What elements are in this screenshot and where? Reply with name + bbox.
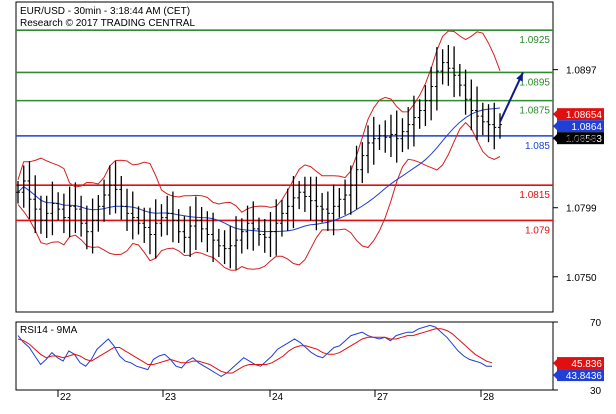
price-tag-label: 1.08654 [566,110,603,121]
rsi-lines [17,324,493,377]
price-tag-box [557,120,604,133]
lower-band [17,121,501,271]
rsi-tag-label: 45.836 [571,359,602,370]
price-tag-label: 1.0864 [571,122,602,133]
x-tick-label: 24 [272,392,284,403]
level-label: 1.0875 [519,106,550,117]
price-tag-label: 1.08583 [566,134,603,145]
y-tick-label: 1.0848 [566,135,597,146]
x-tick-label: 27 [377,392,389,403]
price-tag-pointer [553,110,557,119]
price-tag-box [557,108,604,121]
level-label: 1.0815 [519,190,550,201]
rsi-line [17,328,493,374]
level-label: 1.0925 [519,35,550,46]
rsi-tick-label: 30 [590,386,602,397]
y-tick-label: 1.0750 [566,273,597,284]
level-label: 1.0895 [519,77,550,88]
chart-title: EUR/USD - 30min - 3:18:44 AM (CET) [20,6,190,17]
candles [16,44,502,270]
level-label: 1.085 [525,141,550,152]
x-tick-label: 28 [483,392,495,403]
upper-band [17,30,501,213]
x-tick-label: 23 [165,392,177,403]
price-axis: 1.0897 1.0848 1.0799 1.0750 [553,66,597,284]
y-tick-label: 1.0897 [566,66,597,77]
forecast-arrow [499,72,524,123]
price-panel [15,1,554,313]
chart-subtitle: Research © 2017 TRADING CENTRAL [20,18,195,29]
support-resistance-levels: 1.0925 1.0895 1.0875 1.085 1.0815 1.079 [16,29,553,236]
rsi-tag-pointer [553,359,557,368]
rsi-tick-label: 70 [590,318,602,329]
rsi-tag-label: 43.8436 [566,371,603,382]
arrow-shaft [499,72,524,123]
y-tick-label: 1.0799 [566,204,597,215]
rsi-tag-box [557,357,604,370]
price-tag-box [557,132,604,145]
price-tag-pointer [553,122,557,131]
arrow-head [516,72,523,82]
rsi-label: RSI14 - 9MA [20,325,78,336]
rsi-tag-box [557,369,604,382]
rsi-tag-pointer [553,371,557,380]
level-label: 1.079 [525,225,550,236]
price-tag-pointer [553,134,557,143]
rsi-panel [15,321,554,391]
x-tick-label: 22 [60,392,72,403]
time-axis: 22 23 24 27 28 [57,390,495,403]
